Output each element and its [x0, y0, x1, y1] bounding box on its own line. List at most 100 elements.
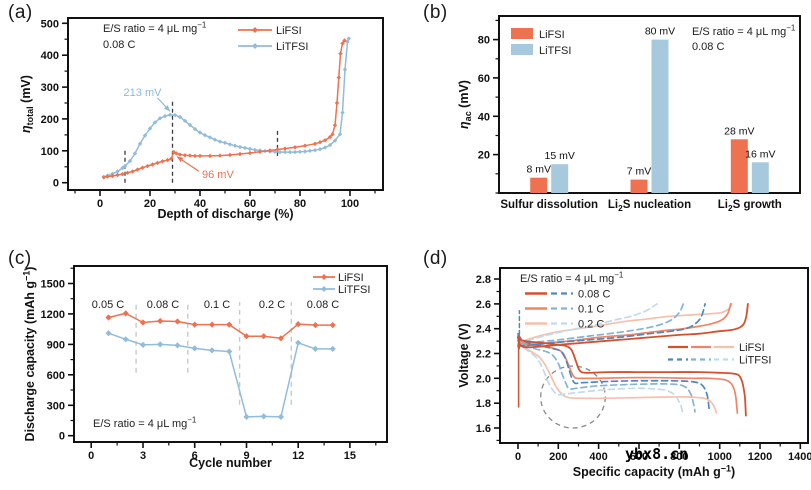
y-tick-label: 1500 [41, 279, 65, 291]
marker-diamond [332, 123, 338, 128]
legend-lifsi-label: LiFSI [539, 29, 565, 41]
x-tick-label: 0 [97, 198, 103, 210]
marker-diamond [140, 165, 145, 170]
marker-diamond [332, 138, 338, 143]
y-tick-label: 2.4 [476, 324, 492, 336]
panel-label-a: (a) [8, 2, 33, 23]
x-tick-label: 15 [344, 450, 356, 462]
es-ratio-note: E/S ratio = 4 μL mg−1 [520, 270, 624, 285]
y-axis: 0 100 200 300 400 500 [41, 18, 68, 190]
marker-diamond [127, 158, 133, 164]
marker-diamond [177, 152, 183, 157]
category-label: Li2S growth [718, 199, 782, 213]
marker-diamond [275, 147, 280, 152]
x-tick-label: 1400 [788, 451, 811, 463]
legend-litfsi-label: LiTFSI [338, 284, 370, 296]
LiFSI-0.08C-charge [517, 303, 749, 349]
marker-diamond [167, 112, 173, 117]
bar-value-label: 15 mV [545, 150, 575, 162]
marker-diamond [302, 149, 308, 154]
marker-diamond [222, 140, 228, 145]
LiTFSI-0.08C-discharge [517, 332, 711, 411]
x-tick-label: 0 [88, 450, 94, 462]
y-tick-label: 1.8 [476, 398, 491, 410]
marker-diamond [115, 169, 120, 174]
y-tick-label: 40 [478, 111, 490, 123]
x-tick-label: 12 [292, 450, 304, 462]
marker-diamond [105, 174, 110, 179]
marker-diamond [157, 116, 163, 121]
legend-lifsi-label: LiFSI [276, 25, 302, 37]
LiTFSI-curve [103, 37, 350, 178]
annotations-over: E/S ratio = 4 μL mg−1 0.08 C 0.1 C 0.2 C LiF… [520, 270, 771, 366]
marker-diamond [145, 163, 150, 169]
LiFSI-curve [103, 39, 346, 179]
bar-value-label: 7 mV [627, 166, 652, 178]
marker-diamond [317, 147, 323, 152]
marker-diamond [334, 100, 340, 106]
LiFSI-0.2C-charge [517, 303, 733, 349]
x-tick-label: 9 [243, 450, 249, 462]
y-tick-label: 400 [41, 50, 59, 62]
marker-diamond [292, 145, 298, 150]
marker-diamond [282, 146, 288, 151]
y-tick-label: 100 [41, 146, 59, 158]
marker-diamond [105, 330, 112, 337]
marker-diamond [252, 27, 258, 33]
marker-diamond [337, 132, 343, 137]
es-ratio-note: E/S ratio = 4 μL mg−1 [692, 23, 796, 38]
marker-diamond [177, 114, 183, 120]
annotations-over: E/S ratio = 4 μL mg−1 0.08 C 213 mV 96 mV Li… [103, 20, 308, 181]
bar-value-label: 16 mV [745, 148, 775, 160]
marker-diamond [329, 345, 336, 352]
marker-diamond [321, 274, 327, 280]
y-tick-label: 300 [41, 82, 59, 94]
marker-diamond [345, 39, 350, 44]
marker-diamond [247, 146, 253, 152]
LiTFSI-0.1C-charge [517, 303, 685, 346]
marker-diamond [172, 112, 178, 118]
marker-diamond [346, 36, 351, 41]
marker-diamond [217, 153, 223, 158]
x-axis: 0 200 400 600 800 1000 1200 1400 [515, 443, 811, 463]
x-axis: Sulfur dissolution Li2S nucleation Li2S gr… [500, 199, 781, 213]
marker-diamond [207, 153, 213, 159]
annotation-arrowhead [164, 105, 170, 112]
c-rate-note: 0.08 C [692, 41, 724, 53]
bar-value-label: 28 mV [724, 125, 754, 137]
marker-diamond [260, 333, 267, 340]
y-tick-label: 2.8 [476, 274, 491, 286]
marker-diamond [130, 169, 135, 174]
marker-diamond [287, 149, 293, 155]
marker-diamond [122, 336, 129, 343]
x-tick-label: 60 [244, 198, 256, 210]
marker-diamond [340, 41, 345, 46]
y-tick-label: 200 [41, 114, 59, 126]
marker-diamond [174, 151, 179, 156]
LiTFSI-0.2C-charge [517, 303, 658, 345]
x-axis: 0 20 40 60 80 100 [74, 190, 376, 210]
marker-diamond [247, 150, 253, 156]
marker-diamond [197, 130, 203, 135]
marker-diamond [260, 413, 267, 420]
marker-diamond [227, 142, 233, 147]
rate-label-1: 0.05 C [92, 299, 124, 311]
LiFSI-bars-bar [530, 177, 548, 193]
legend-008c-label: 0.08 C [578, 289, 610, 301]
rate-label-5: 0.08 C [307, 299, 339, 311]
legend-litfsi-label: LiTFSI [276, 41, 308, 53]
y-axis: 20 40 60 80 [478, 19, 499, 194]
LiFSI-bars-bar [730, 139, 748, 193]
marker-diamond [165, 157, 170, 163]
marker-diamond [327, 134, 333, 140]
legend-rect-swatch [511, 44, 533, 55]
annotation-arrowhead [177, 156, 184, 163]
annotations-under [135, 302, 292, 405]
litfsi-peak-label: 213 mV [124, 87, 163, 99]
marker-diamond [192, 153, 198, 159]
y-tick-label: 2.0 [476, 373, 491, 385]
bar-value-label: 8 mV [526, 164, 551, 176]
marker-diamond [207, 135, 213, 140]
plot-frame [73, 265, 388, 443]
